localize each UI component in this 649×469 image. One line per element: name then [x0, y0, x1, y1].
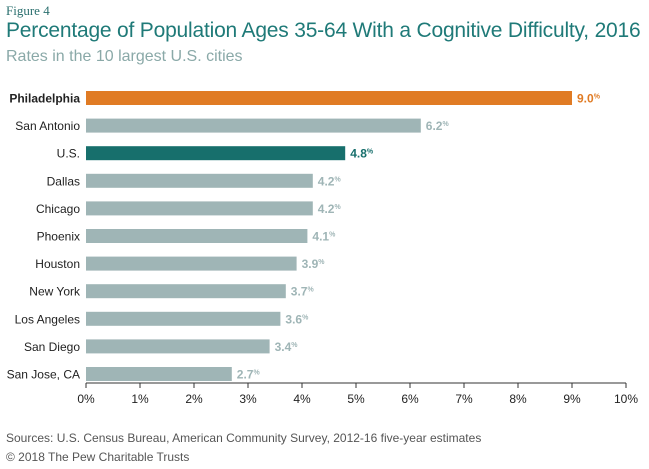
- category-label: San Diego: [24, 340, 80, 354]
- category-label: Chicago: [36, 202, 80, 216]
- x-tick-label: 6%: [401, 392, 419, 406]
- category-label: San Antonio: [15, 119, 80, 133]
- value-label: 4.1%: [312, 230, 336, 244]
- value-label: 9.0%: [577, 92, 601, 106]
- bar: [86, 229, 308, 243]
- value-label: 3.9%: [302, 257, 326, 271]
- x-tick-label: 5%: [347, 392, 365, 406]
- figure-label: Figure 4: [6, 3, 50, 18]
- bar: [86, 284, 286, 299]
- bar: [86, 201, 313, 216]
- bar: [86, 367, 232, 381]
- copyright-note: © 2018 The Pew Charitable Trusts: [6, 450, 190, 464]
- bar-chart: Philadelphia 9.0% San Antonio 6.2% U.S. 4.8% D…: [7, 91, 638, 406]
- category-label: Los Angeles: [15, 312, 80, 326]
- value-label: 2.7%: [237, 368, 261, 382]
- value-label: 3.6%: [285, 312, 309, 326]
- x-tick-label: 3%: [239, 392, 257, 406]
- category-label: New York: [29, 285, 81, 299]
- x-tick-label: 8%: [509, 392, 527, 406]
- category-label: U.S.: [57, 147, 80, 161]
- x-tick-label: 4%: [293, 392, 311, 406]
- x-tick-label: 10%: [614, 392, 638, 406]
- bar: [86, 311, 281, 326]
- value-label: 4.8%: [350, 147, 374, 161]
- x-tick-label: 7%: [455, 392, 473, 406]
- x-tick-label: 2%: [185, 392, 203, 406]
- value-label: 4.2%: [318, 174, 342, 188]
- bar: [86, 339, 270, 354]
- value-label: 6.2%: [426, 119, 450, 133]
- bar: [86, 173, 313, 188]
- category-label: Phoenix: [37, 230, 80, 244]
- bar: [86, 91, 572, 105]
- value-label: 3.4%: [275, 340, 299, 354]
- chart-title: Percentage of Population Ages 35-64 With…: [6, 19, 641, 42]
- x-tick-label: 0%: [77, 392, 95, 406]
- category-label: Houston: [35, 257, 80, 271]
- category-label: San Jose, CA: [7, 368, 80, 382]
- value-label: 3.7%: [291, 285, 315, 299]
- source-note: Sources: U.S. Census Bureau, American Co…: [6, 431, 482, 445]
- bar: [86, 146, 346, 161]
- category-label: Dallas: [47, 174, 80, 188]
- value-label: 4.2%: [318, 202, 342, 216]
- bar: [86, 256, 297, 271]
- x-tick-label: 9%: [563, 392, 581, 406]
- chart-subtitle: Rates in the 10 largest U.S. cities: [6, 48, 243, 65]
- bar: [86, 118, 421, 133]
- x-tick-label: 1%: [131, 392, 149, 406]
- category-label: Philadelphia: [9, 92, 80, 106]
